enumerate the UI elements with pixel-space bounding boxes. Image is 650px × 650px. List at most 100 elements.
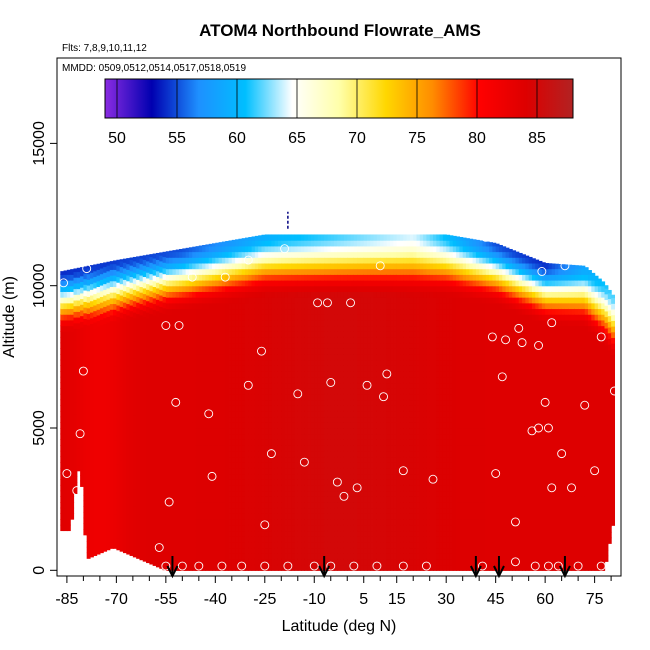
curtain-cell xyxy=(320,428,325,435)
curtain-cell xyxy=(241,399,246,406)
curtain-cell xyxy=(241,359,246,366)
curtain-cell xyxy=(291,376,296,384)
curtain-cell xyxy=(274,399,279,406)
curtain-cell xyxy=(179,553,183,560)
curtain-cell xyxy=(89,357,94,364)
curtain-cell xyxy=(195,507,200,514)
curtain-cell xyxy=(307,274,312,281)
curtain-cell xyxy=(179,502,183,509)
curtain-cell xyxy=(218,336,223,344)
curtain-cell xyxy=(195,314,200,321)
curtain-cell xyxy=(172,399,177,406)
curtain-cell xyxy=(291,251,296,258)
curtain-cell xyxy=(119,329,124,336)
curtain-cell xyxy=(218,376,223,384)
curtain-cell xyxy=(254,348,259,355)
curtain-cell xyxy=(99,336,104,343)
curtain-cell xyxy=(188,393,193,401)
curtain-cell xyxy=(277,365,282,372)
curtain-cell xyxy=(175,536,180,543)
curtain-cell xyxy=(301,450,305,458)
curtain-cell xyxy=(310,496,315,503)
curtain-cell xyxy=(235,456,240,463)
curtain-cell xyxy=(162,398,167,406)
curtain-cell xyxy=(228,507,233,514)
curtain-cell xyxy=(142,339,147,346)
curtain-cell xyxy=(231,490,236,497)
curtain-cell xyxy=(330,291,335,298)
curtain-cell xyxy=(347,376,352,384)
curtain-cell xyxy=(116,310,121,317)
curtain-cell xyxy=(225,285,230,292)
curtain-cell xyxy=(99,279,104,286)
curtain-cell xyxy=(113,531,117,538)
curtain-cell xyxy=(116,316,121,323)
curtain-cell xyxy=(139,354,144,361)
curtain-cell xyxy=(340,382,345,389)
curtain-cell xyxy=(109,514,114,521)
curtain-cell xyxy=(139,428,144,435)
curtain-cell xyxy=(205,319,210,327)
curtain-cell xyxy=(103,437,108,444)
curtain-cell xyxy=(284,422,289,429)
curtain-cell xyxy=(113,286,117,293)
curtain-cell xyxy=(320,314,325,321)
curtain-cell xyxy=(188,302,193,310)
curtain-cell xyxy=(113,275,117,282)
curtain-cell xyxy=(314,462,319,469)
curtain-cell xyxy=(218,553,223,560)
curtain-cell xyxy=(317,399,322,406)
curtain-cell xyxy=(63,519,68,526)
curtain-cell xyxy=(192,285,197,292)
curtain-cell xyxy=(228,319,233,327)
curtain-cell xyxy=(254,558,259,566)
curtain-cell xyxy=(129,401,134,408)
curtain-cell xyxy=(245,433,249,440)
curtain-cell xyxy=(119,277,124,285)
curtain-cell xyxy=(304,325,309,332)
curtain-cell xyxy=(116,452,121,460)
curtain-cell xyxy=(192,450,197,458)
curtain-cell xyxy=(195,410,200,418)
curtain-cell xyxy=(324,399,329,406)
curtain-cell xyxy=(198,462,203,469)
curtain-cell xyxy=(126,508,131,515)
curtain-cell xyxy=(86,455,91,463)
curtain-cell xyxy=(301,467,305,475)
curtain-cell xyxy=(337,262,342,270)
curtain-cell xyxy=(116,265,121,272)
curtain-cell xyxy=(93,435,98,443)
curtain-cell xyxy=(66,371,71,378)
curtain-cell xyxy=(218,382,223,389)
curtain-cell xyxy=(274,388,279,395)
curtain-cell xyxy=(307,439,312,446)
curtain-cell xyxy=(208,308,213,315)
curtain-cell xyxy=(334,519,338,526)
curtain-cell xyxy=(221,547,226,554)
curtain-cell xyxy=(66,393,71,401)
curtain-cell xyxy=(301,456,305,463)
curtain-cell xyxy=(76,322,81,329)
curtain-cell xyxy=(149,347,154,354)
curtain-cell xyxy=(317,274,322,281)
curtain-cell xyxy=(182,393,187,401)
curtain-cell xyxy=(70,342,75,349)
curtain-cell xyxy=(284,297,289,304)
curtain-cell xyxy=(291,502,296,509)
curtain-cell xyxy=(337,376,342,384)
curtain-cell xyxy=(254,547,259,554)
curtain-cell xyxy=(179,365,183,372)
curtain-cell xyxy=(245,439,249,446)
curtain-cell xyxy=(155,464,160,471)
curtain-cell xyxy=(149,501,154,508)
curtain-cell xyxy=(188,490,193,497)
curtain-cell xyxy=(162,262,167,269)
curtain-cell xyxy=(205,513,210,520)
curtain-cell xyxy=(297,445,302,452)
curtain-cell xyxy=(86,273,91,280)
curtain-cell xyxy=(271,553,276,560)
curtain-cell xyxy=(241,393,246,401)
curtain-cell xyxy=(245,371,249,378)
curtain-cell xyxy=(116,356,121,363)
curtain-cell xyxy=(225,331,230,338)
